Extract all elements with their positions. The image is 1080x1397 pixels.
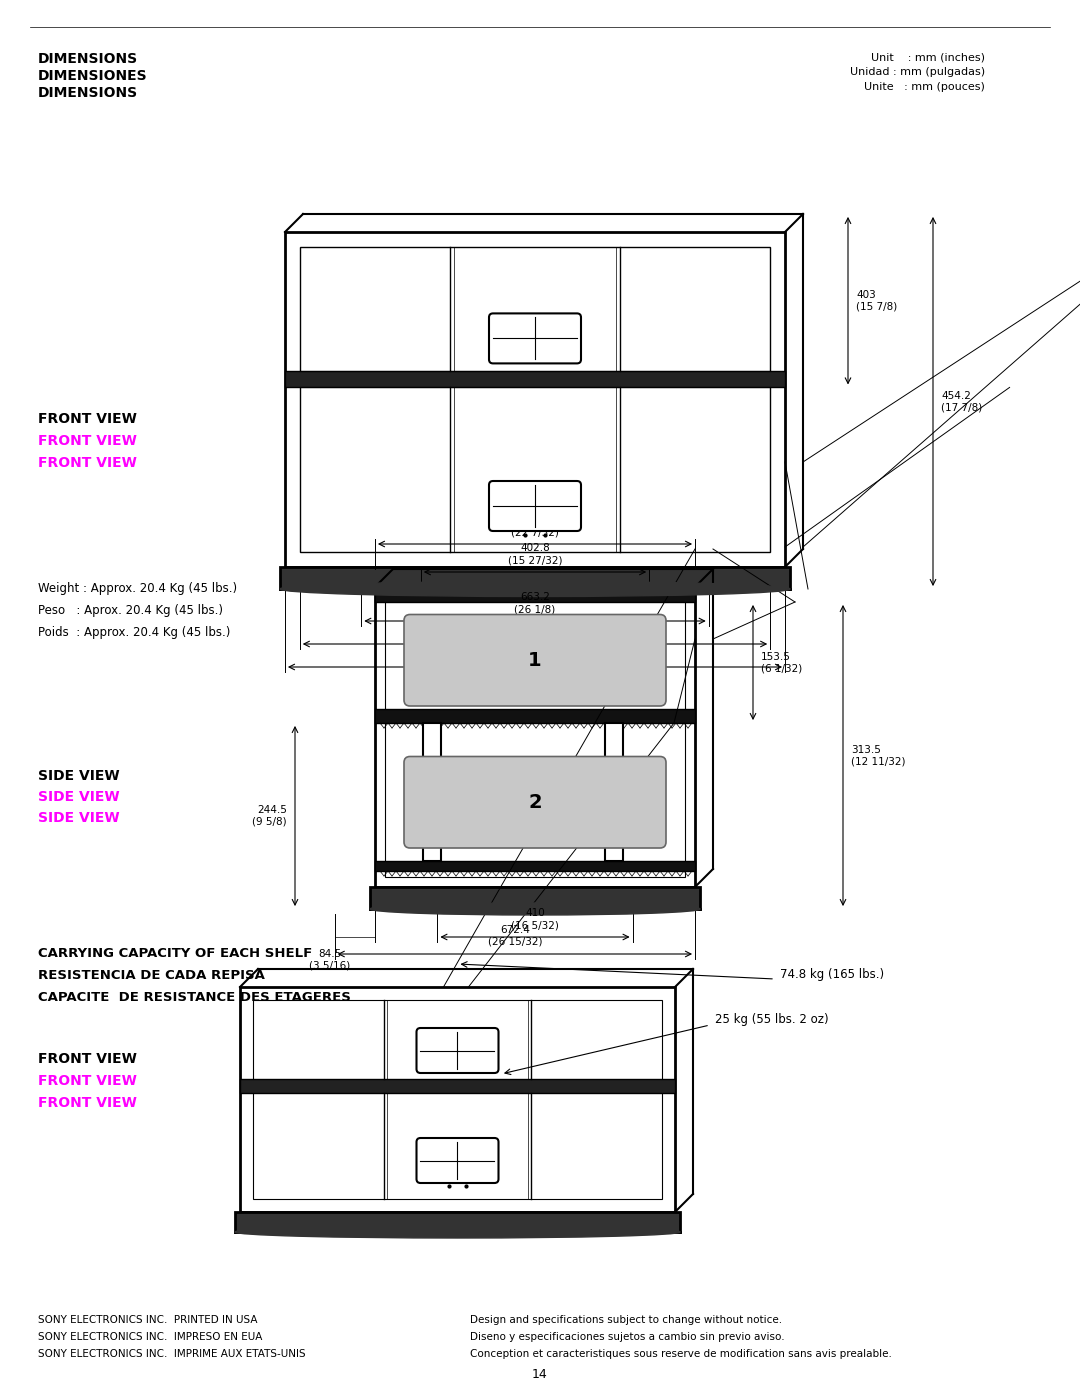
Text: 244.5
(9 5/8): 244.5 (9 5/8) <box>253 805 287 827</box>
Bar <box>253 1000 662 1199</box>
FancyBboxPatch shape <box>417 1139 499 1183</box>
Text: Unidad : mm (pulgadas): Unidad : mm (pulgadas) <box>850 67 985 77</box>
Text: 403
(15 7/8): 403 (15 7/8) <box>856 291 897 312</box>
Text: FRONT VIEW: FRONT VIEW <box>38 455 137 469</box>
Text: SIDE VIEW: SIDE VIEW <box>38 789 120 805</box>
Text: Conception et caracteristiques sous reserve de modification sans avis prealable.: Conception et caracteristiques sous rese… <box>470 1350 892 1359</box>
Bar <box>375 861 696 870</box>
Text: CARRYING CAPACITY OF EACH SHELF: CARRYING CAPACITY OF EACH SHELF <box>38 947 312 960</box>
Bar <box>375 587 696 602</box>
Bar <box>285 232 785 567</box>
Text: 25 kg (55 lbs. 2 oz): 25 kg (55 lbs. 2 oz) <box>715 1013 828 1027</box>
Bar <box>300 247 770 552</box>
Bar <box>384 597 685 877</box>
Text: 153.5
(6 1/32): 153.5 (6 1/32) <box>761 651 802 673</box>
Text: FRONT VIEW: FRONT VIEW <box>38 1097 137 1111</box>
Bar <box>240 988 675 1213</box>
Text: DIMENSIONES: DIMENSIONES <box>38 68 148 82</box>
Text: CAPACITE  DE RESISTANCE DES ETAGERES: CAPACITE DE RESISTANCE DES ETAGERES <box>38 990 351 1004</box>
Ellipse shape <box>370 902 700 915</box>
FancyBboxPatch shape <box>404 757 666 848</box>
Text: 14: 14 <box>532 1369 548 1382</box>
Text: 564.7
(22 7/32): 564.7 (22 7/32) <box>511 515 559 536</box>
Text: RESISTENCIA DE CADA REPISA: RESISTENCIA DE CADA REPISA <box>38 970 265 982</box>
Bar <box>240 1078 675 1092</box>
Text: SIDE VIEW: SIDE VIEW <box>38 768 120 782</box>
Text: SIDE VIEW: SIDE VIEW <box>38 812 120 826</box>
Bar <box>423 724 441 861</box>
Text: 313.5
(12 11/32): 313.5 (12 11/32) <box>851 745 905 767</box>
Text: 2: 2 <box>528 792 542 812</box>
Text: Diseno y especificaciones sujetos a cambio sin previo aviso.: Diseno y especificaciones sujetos a camb… <box>470 1331 785 1343</box>
Bar <box>235 1213 680 1232</box>
Text: Design and specifications subject to change without notice.: Design and specifications subject to cha… <box>470 1315 782 1324</box>
Text: 663.2
(26 1/8): 663.2 (26 1/8) <box>514 592 555 615</box>
Ellipse shape <box>280 581 789 597</box>
Text: Weight : Approx. 20.4 Kg (45 lbs.): Weight : Approx. 20.4 Kg (45 lbs.) <box>38 583 238 595</box>
Text: SONY ELECTRONICS INC.  IMPRIME AUX ETATS-UNIS: SONY ELECTRONICS INC. IMPRIME AUX ETATS-… <box>38 1350 306 1359</box>
Text: 74.8 kg (165 lbs.): 74.8 kg (165 lbs.) <box>780 968 885 981</box>
Text: Poids  : Approx. 20.4 Kg (45 lbs.): Poids : Approx. 20.4 Kg (45 lbs.) <box>38 626 230 638</box>
Bar <box>280 567 789 590</box>
Text: 1: 1 <box>528 651 542 669</box>
Text: DIMENSIONS: DIMENSIONS <box>38 87 138 101</box>
FancyBboxPatch shape <box>404 615 666 705</box>
Text: FRONT VIEW: FRONT VIEW <box>38 412 137 426</box>
Text: 410
(16 5/32): 410 (16 5/32) <box>511 908 559 930</box>
Text: FRONT VIEW: FRONT VIEW <box>38 1074 137 1088</box>
Text: 402.8
(15 27/32): 402.8 (15 27/32) <box>508 543 563 564</box>
Bar <box>606 724 623 861</box>
Text: 954.7
(37 19/32): 954.7 (37 19/32) <box>508 638 563 659</box>
Bar <box>375 710 696 724</box>
Bar <box>370 887 700 909</box>
FancyBboxPatch shape <box>417 1028 499 1073</box>
FancyBboxPatch shape <box>489 481 581 531</box>
Text: DIMENSIONS: DIMENSIONS <box>38 52 138 66</box>
Text: SONY ELECTRONICS INC.  PRINTED IN USA: SONY ELECTRONICS INC. PRINTED IN USA <box>38 1315 257 1324</box>
Text: Unite   : mm (pouces): Unite : mm (pouces) <box>864 82 985 92</box>
FancyBboxPatch shape <box>489 313 581 363</box>
Text: 672.4
(26 15/32): 672.4 (26 15/32) <box>488 925 542 947</box>
Text: SONY ELECTRONICS INC.  IMPRESO EN EUA: SONY ELECTRONICS INC. IMPRESO EN EUA <box>38 1331 262 1343</box>
Text: 898
(35 11/32): 898 (35 11/32) <box>508 616 563 637</box>
Text: 84.5
(3 5/16): 84.5 (3 5/16) <box>309 949 350 971</box>
Bar <box>375 587 696 887</box>
Text: 454.2
(17 7/8): 454.2 (17 7/8) <box>941 391 982 412</box>
Text: Peso   : Aprox. 20.4 Kg (45 lbs.): Peso : Aprox. 20.4 Kg (45 lbs.) <box>38 604 222 617</box>
Bar <box>285 372 785 387</box>
Text: FRONT VIEW: FRONT VIEW <box>38 434 137 448</box>
Text: Unit    : mm (inches): Unit : mm (inches) <box>870 52 985 61</box>
Ellipse shape <box>235 1227 680 1238</box>
Text: FRONT VIEW: FRONT VIEW <box>38 1052 137 1066</box>
